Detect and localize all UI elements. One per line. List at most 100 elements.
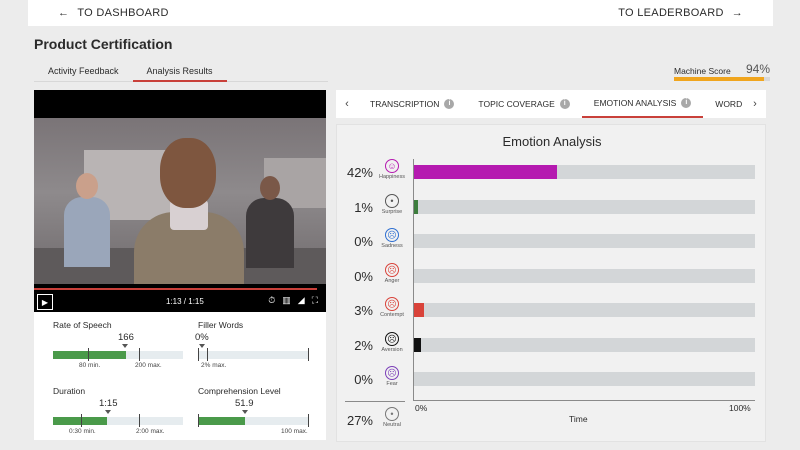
sadness-face-icon: ☹: [385, 228, 399, 242]
speaker: [134, 138, 244, 284]
comprehension-title: Comprehension Level: [198, 386, 281, 396]
to-dashboard-label: TO DASHBOARD: [77, 7, 169, 19]
filler-words-metric: Filler Words 0% 2% max.: [195, 320, 328, 372]
video-progress-bar[interactable]: [34, 288, 318, 290]
tab-analysis-results[interactable]: Analysis Results: [132, 64, 227, 82]
emotion-bar-track: [414, 200, 755, 214]
x-axis-line: [413, 400, 755, 401]
duration-min: 0:30 min.: [69, 428, 96, 435]
video-controls: ▶ 1:13 / 1:15 ⏱ ▥ ◢ ⛶: [34, 292, 326, 312]
machine-score-value: 94%: [745, 62, 770, 76]
arrow-left-icon: ←: [58, 7, 70, 19]
speech-metrics: Rate of Speech 166 80 min. 200 max. Fill…: [34, 312, 326, 440]
tab-transcription[interactable]: TRANSCRIPTION i: [358, 90, 466, 118]
info-icon[interactable]: i: [444, 99, 455, 109]
duration-value: 1:15: [99, 398, 118, 409]
tab-activity-feedback[interactable]: Activity Feedback: [48, 66, 119, 76]
duration-marker: [105, 410, 111, 414]
top-nav: ← TO DASHBOARD TO LEADERBOARD →: [28, 0, 773, 26]
arrow-right-icon: →: [731, 7, 743, 19]
emotion-bar-track: [414, 372, 755, 386]
anger-face-icon: ☹: [385, 263, 399, 277]
emotion-bar: [414, 200, 418, 214]
duration-max: 2:00 max.: [136, 428, 165, 435]
filler-words-marker: [199, 344, 205, 348]
results-tabs: Activity Feedback Analysis Results: [34, 64, 328, 82]
volume-icon[interactable]: ◢: [297, 295, 305, 305]
to-leaderboard-link[interactable]: TO LEADERBOARD →: [618, 7, 743, 19]
emotion-row-anger: 0% ☹ Anger: [337, 263, 767, 290]
emotion-category-label: Surprise: [381, 209, 403, 215]
happiness-face-icon: ☺: [385, 159, 399, 173]
video-player[interactable]: ▶ 1:13 / 1:15 ⏱ ▥ ◢ ⛶: [34, 90, 326, 312]
video-time: 1:13 / 1:15: [166, 297, 204, 306]
chart-title: Emotion Analysis: [502, 134, 602, 149]
emotion-category-label: Anger: [384, 278, 400, 284]
aversion-face-icon: ☹: [385, 332, 399, 346]
machine-score-fill: [674, 77, 765, 81]
video-frame: [34, 118, 326, 284]
info-icon[interactable]: i: [559, 99, 570, 109]
emotion-value-label: 42%: [346, 165, 373, 180]
rate-of-speech-min: 80 min.: [79, 362, 101, 369]
machine-score-label: Machine Score: [674, 66, 731, 76]
rate-of-speech-metric: Rate of Speech 166 80 min. 200 max.: [53, 320, 183, 372]
emotion-row-neutral: 27% • Neutral: [337, 407, 767, 434]
x-tick-label: 100%: [729, 403, 751, 413]
surprise-face-icon: •: [385, 194, 399, 208]
tab-word-cloud[interactable]: WORD CLO: [715, 99, 763, 109]
rate-of-speech-marker: [122, 344, 128, 348]
analysis-tabs: ‹ TRANSCRIPTION i TOPIC COVERAGE i EMOTION…: [336, 90, 766, 118]
rate-of-speech-max: 200 max.: [135, 362, 162, 369]
x-tick-label: 0%: [415, 403, 428, 413]
emotion-category-label: Aversion: [381, 347, 403, 353]
emotion-row-aversion: 2% ☹ Aversion: [337, 332, 767, 359]
filler-words-max: 2% max.: [201, 362, 227, 369]
duration-fill: [53, 417, 107, 425]
fullscreen-icon[interactable]: ⛶: [311, 295, 318, 305]
speed-icon[interactable]: ⏱: [268, 295, 276, 305]
chevron-left-icon[interactable]: ‹: [345, 98, 349, 110]
emotion-analysis-panel: Emotion Analysis 0% 100% Time 42% ☺ Happin…: [336, 124, 766, 442]
rate-of-speech-title: Rate of Speech: [53, 320, 112, 330]
emotion-bar-track: [414, 303, 755, 317]
emotion-bar: [414, 303, 425, 317]
emotion-value-label: 0%: [354, 372, 373, 387]
emotion-category-label: Sadness: [381, 243, 403, 249]
y-axis-line: [413, 159, 414, 401]
machine-score-track: [674, 77, 770, 81]
tab-emotion-analysis[interactable]: EMOTION ANALYSIS i: [581, 90, 704, 118]
neutral-face-icon: •: [385, 407, 399, 421]
emotion-value-label: 0%: [354, 269, 373, 284]
filler-words-title: Filler Words: [198, 320, 244, 330]
emotion-category-label: Contempt: [380, 312, 404, 318]
comprehension-marker: [242, 410, 248, 414]
emotion-bar-track: [414, 338, 755, 352]
emotion-row-happiness: 42% ☺ Happiness: [337, 159, 767, 186]
chevron-right-icon[interactable]: ›: [744, 98, 766, 110]
emotion-bar-track: [414, 269, 755, 283]
emotion-category-label: Neutral: [383, 422, 401, 428]
emotion-category-label: Fear: [386, 381, 398, 387]
signal-icon[interactable]: ▥: [282, 295, 291, 305]
fear-face-icon: ☹: [385, 366, 399, 380]
page-title: Product Certification: [34, 36, 173, 52]
emotion-row-sadness: 0% ☹ Sadness: [337, 228, 767, 255]
emotion-value-label: 0%: [354, 234, 373, 249]
emotion-bar: [414, 165, 558, 179]
background-person-left: [64, 173, 110, 267]
emotion-row-surprise: 1% • Surprise: [337, 194, 767, 221]
play-icon[interactable]: ▶: [37, 294, 53, 310]
emotion-value-label: 27%: [346, 413, 373, 428]
to-leaderboard-label: TO LEADERBOARD: [618, 7, 724, 19]
emotion-bar-track: [414, 165, 755, 179]
emotion-value-label: 1%: [354, 200, 373, 215]
tab-topic-coverage[interactable]: TOPIC COVERAGE i: [466, 90, 581, 118]
to-dashboard-link[interactable]: ← TO DASHBOARD: [58, 7, 169, 19]
info-icon[interactable]: i: [681, 98, 692, 108]
comprehension-value: 51.9: [235, 398, 254, 409]
emotion-bar-track: [414, 234, 755, 248]
background-person-right: [246, 176, 294, 268]
comprehension-metric: Comprehension Level 51.9 100 max.: [198, 386, 328, 438]
emotion-bar: [414, 338, 421, 352]
